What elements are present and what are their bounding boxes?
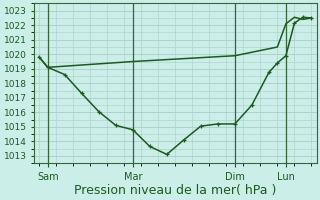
X-axis label: Pression niveau de la mer( hPa ): Pression niveau de la mer( hPa )	[74, 184, 276, 197]
